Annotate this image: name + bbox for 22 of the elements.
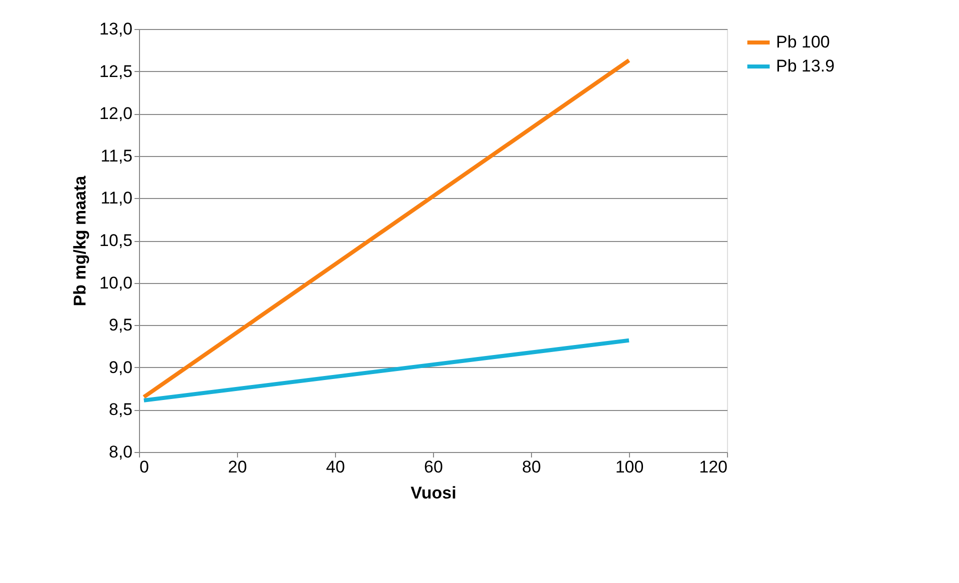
y-tick-label: 11,0	[100, 188, 132, 208]
y-tick-label: 12,5	[99, 62, 132, 81]
x-tick-label: 40	[326, 458, 345, 476]
x-tick-label: 100	[615, 458, 644, 476]
y-tick-label: 8,0	[108, 442, 132, 462]
y-tick-label: 8,5	[108, 400, 132, 420]
y-tick-label: 9,0	[108, 358, 132, 377]
y-tick-label: 9,5	[108, 316, 132, 335]
legend-label: Pb 13.9	[776, 56, 835, 76]
x-axis-title: Vuosi	[410, 484, 456, 502]
x-tick-label: 20	[228, 458, 247, 476]
y-tick-label: 12,0	[99, 104, 132, 124]
y-tick-label: 11,5	[100, 146, 132, 166]
x-tick-label: 120	[699, 458, 728, 476]
x-tick-label: 0	[140, 458, 149, 476]
y-tick-label: 10,5	[99, 231, 132, 250]
x-tick-label: 80	[522, 458, 541, 476]
x-tick-label: 60	[424, 458, 443, 476]
y-tick-label: 10,0	[99, 273, 132, 292]
y-axis-title: Pb mg/kg maata	[70, 175, 90, 306]
legend-label: Pb 100	[776, 32, 830, 52]
y-tick-label: 13,0	[99, 20, 132, 38]
